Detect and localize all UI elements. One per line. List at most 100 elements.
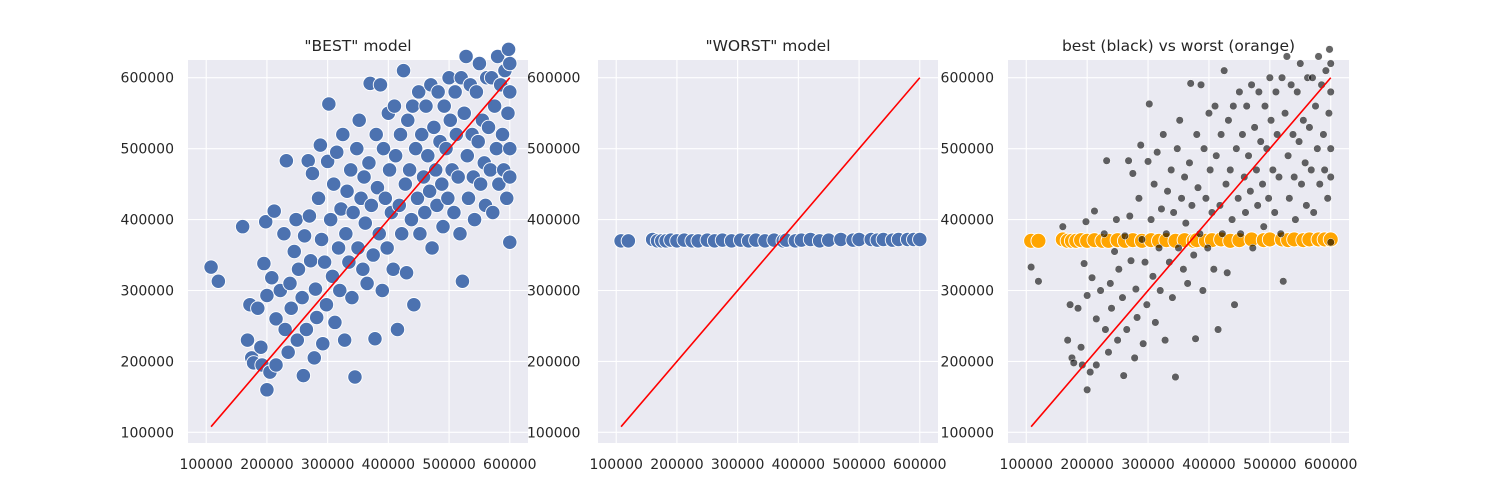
scatter-point bbox=[289, 332, 305, 348]
scatter-point bbox=[417, 204, 433, 221]
scatter-point bbox=[326, 176, 342, 192]
scatter-point bbox=[403, 211, 420, 228]
scatter-point bbox=[363, 197, 380, 214]
identity-line bbox=[620, 77, 921, 428]
scatter-point bbox=[298, 321, 315, 338]
scatter-point-best bbox=[1253, 201, 1262, 210]
scatter-point bbox=[468, 84, 485, 100]
scatter-point-best bbox=[1156, 286, 1165, 295]
scatter-point-best bbox=[1285, 194, 1294, 203]
scatter-point bbox=[472, 176, 489, 192]
scatter-point bbox=[300, 153, 316, 169]
y-tick-label: 200000 bbox=[121, 354, 174, 370]
scatter-point-best bbox=[1246, 187, 1255, 196]
scatter-point bbox=[345, 204, 361, 221]
scatter-point bbox=[398, 265, 415, 281]
scatter-point bbox=[435, 219, 451, 235]
scatter-point-best bbox=[1221, 180, 1231, 189]
scatter-point-best bbox=[1258, 180, 1267, 189]
y-tick-label: 200000 bbox=[941, 354, 994, 370]
scatter-point-best bbox=[1161, 336, 1170, 345]
scatter-point-best bbox=[1134, 194, 1143, 203]
scatter-point-best bbox=[1271, 87, 1280, 96]
scatter-point-best bbox=[1238, 130, 1247, 139]
scatter-point bbox=[502, 84, 518, 100]
scatter-point bbox=[329, 144, 345, 160]
scatter-point-best bbox=[1203, 243, 1212, 253]
scatter-point bbox=[336, 332, 353, 348]
scatter-point-best bbox=[1083, 291, 1092, 300]
scatter-point-best bbox=[1151, 318, 1160, 327]
scatter-point-best bbox=[1140, 258, 1150, 267]
scatter-point-best bbox=[1110, 247, 1119, 256]
x-tick-label: 400000 bbox=[772, 457, 825, 473]
scatter-point-best bbox=[1181, 219, 1190, 228]
scatter-point-best bbox=[1308, 73, 1317, 82]
scatter-points bbox=[1023, 45, 1339, 394]
scatter-point-best bbox=[1301, 158, 1310, 167]
scatter-point-best bbox=[1324, 109, 1333, 118]
scatter-point-best bbox=[1273, 130, 1282, 139]
scatter-point-best bbox=[1034, 277, 1043, 286]
x-tick-label: 600000 bbox=[483, 457, 536, 473]
scatter-point bbox=[343, 162, 359, 178]
scatter-point bbox=[485, 204, 501, 221]
scatter-point bbox=[318, 297, 335, 313]
x-tick-label: 400000 bbox=[362, 457, 415, 473]
scatter-point-best bbox=[1180, 172, 1189, 182]
scatter-point bbox=[470, 133, 486, 150]
scatter-point-best bbox=[1288, 130, 1298, 139]
scatter-point-best bbox=[1187, 201, 1196, 210]
scatter-point bbox=[502, 234, 518, 250]
y-tick-label: 500000 bbox=[121, 142, 174, 158]
scatter-point-best bbox=[1214, 325, 1223, 334]
scatter-point-best bbox=[1167, 165, 1176, 174]
scatter-point-best bbox=[1201, 194, 1210, 203]
y-tick-label: 100000 bbox=[527, 425, 580, 441]
scatter-point-best bbox=[1323, 194, 1332, 203]
scatter-point-best bbox=[1248, 243, 1257, 253]
scatter-point bbox=[440, 190, 456, 206]
scatter-point-best bbox=[1087, 273, 1097, 282]
scatter-point bbox=[375, 141, 392, 157]
scatter-point bbox=[406, 297, 422, 313]
scatter-point bbox=[377, 190, 393, 206]
grid bbox=[1008, 60, 1349, 443]
scatter-point bbox=[387, 148, 404, 164]
scatter-point-best bbox=[1120, 231, 1129, 240]
y-tick-labels: 100000 200000 300000 400000 500000 600000 bbox=[121, 71, 174, 442]
y-tick-label: 100000 bbox=[121, 425, 174, 441]
scatter-point bbox=[323, 211, 339, 228]
y-tick-label: 600000 bbox=[527, 71, 580, 87]
scatter-point bbox=[351, 112, 367, 128]
scatter-point-best bbox=[1260, 102, 1270, 111]
scatter-point-best bbox=[1196, 80, 1206, 89]
scatter-point bbox=[288, 211, 304, 228]
x-tick-label: 300000 bbox=[301, 457, 354, 473]
y-tick-label: 300000 bbox=[121, 284, 174, 300]
scatter-point bbox=[452, 226, 468, 242]
scatter-point-best bbox=[1256, 137, 1265, 146]
scatter-point bbox=[448, 126, 465, 143]
identity-line bbox=[210, 77, 511, 428]
scatter-point bbox=[429, 197, 445, 214]
scatter-point bbox=[313, 231, 330, 248]
scatter-point-best bbox=[1177, 194, 1186, 203]
scatter-point-best bbox=[1069, 358, 1078, 367]
scatter-point bbox=[344, 289, 360, 306]
scatter-point bbox=[282, 275, 298, 292]
scatter-point-best bbox=[1114, 265, 1123, 274]
scatter-point bbox=[499, 190, 515, 206]
identity-line-layer bbox=[210, 77, 511, 428]
scatter-point bbox=[283, 300, 299, 316]
scatter-point-best bbox=[1169, 208, 1178, 217]
plot-area bbox=[598, 60, 938, 443]
scatter-point-best bbox=[1212, 151, 1221, 160]
scatter-point-best bbox=[1267, 116, 1276, 125]
scatter-point bbox=[356, 169, 372, 185]
scatter-point-best bbox=[1092, 314, 1101, 323]
scatter-point bbox=[276, 226, 292, 242]
scatter-point-best bbox=[1264, 194, 1273, 203]
identity-line-layer bbox=[620, 77, 921, 428]
scatter-point-best bbox=[1274, 172, 1284, 182]
